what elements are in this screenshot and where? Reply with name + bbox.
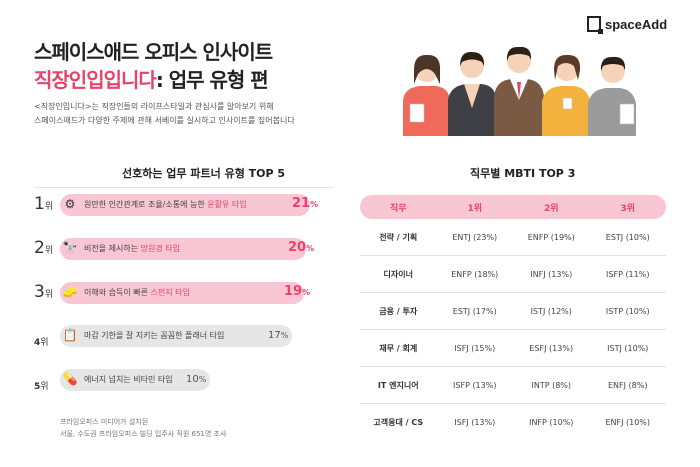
- table-cell: INTP (8%): [531, 380, 572, 390]
- partner-rank-row-4: 4위 📋 마감 기한을 잘 지키는 꼼꼼한 플래너 타입 17%: [34, 325, 354, 348]
- sponge-icon: 🧽: [62, 285, 78, 299]
- job-category: 고객응대 / CS: [373, 418, 424, 427]
- partner-label: 원만한 인간관계로 조율/소통에 능한 윤활유 타입: [84, 200, 247, 209]
- table-cell: ENFJ (8%): [608, 380, 648, 390]
- mbti-table: 직무 1위 2위 3위 전략 / 기획 ENTJ (23%) ENFP (19%…: [360, 195, 666, 441]
- partner-bar: [60, 194, 310, 216]
- job-category: 재무 / 회계: [379, 343, 418, 353]
- table-cell: INFP (10%): [529, 418, 574, 427]
- worker-4: [542, 54, 590, 136]
- partner-label: 에너지 넘치는 비타민 타입: [84, 375, 173, 384]
- table-cell: ENFP (18%): [451, 269, 499, 279]
- table-cell: ESFJ (13%): [529, 343, 574, 353]
- rank-number: 2위: [34, 238, 54, 258]
- rank-number: 5위: [34, 382, 49, 392]
- telescope-icon: 🔭: [62, 241, 78, 255]
- table-cell: ISFP (13%): [453, 380, 497, 390]
- partner-section-title: 선호하는 업무 파트너 유형 TOP 5: [122, 167, 286, 180]
- table-cell: ENTJ (23%): [452, 232, 498, 242]
- footnote-line-1: 프라임오피스 미디어가 설치된: [60, 418, 149, 426]
- partner-label: 이해와 습득이 빠른 스펀지 타입: [84, 288, 190, 297]
- table-cell: ISFJ (15%): [454, 343, 496, 353]
- office-workers-illustration: [403, 46, 636, 136]
- table-row: 디자이너 ENFP (18%) INFJ (13%) ISFP (11%): [360, 256, 666, 293]
- partner-rank-row-2: 2위 🔭 비전을 제시하는 망원경 타입 20%: [34, 238, 354, 260]
- job-category: 금융 / 투자: [379, 306, 418, 316]
- table-row: IT 엔지니어 ISFP (13%) INTP (8%) ENFJ (8%): [360, 367, 666, 404]
- partner-label: 마감 기한을 잘 지키는 꼼꼼한 플래너 타입: [84, 331, 225, 340]
- rank-number: 3위: [34, 282, 54, 302]
- partner-bar: [60, 369, 210, 391]
- job-category: 디자이너: [383, 269, 413, 279]
- page-title-line1: 스페이스애드 오피스 인사이트: [34, 40, 273, 64]
- table-header: 직무 1위 2위 3위: [360, 195, 666, 219]
- table-cell: ESTJ (10%): [605, 232, 650, 242]
- planner-icon: 📋: [62, 328, 78, 342]
- spaceadd-logo[interactable]: spaceAdd: [587, 16, 668, 34]
- partner-rank-row-1: 1위 ⚙ 원만한 인간관계로 조율/소통에 능한 윤활유 타입 21%: [34, 194, 354, 216]
- partner-label: 비전을 제시하는 망원경 타입: [84, 244, 180, 253]
- title-rest: : 업무 유형 편: [155, 68, 269, 92]
- table-cell: ISTJ (10%): [607, 343, 649, 353]
- vitamin-icon: 💊: [62, 372, 78, 386]
- intro-text: <직장인입니다>는 직장인들의 라이프스타일과 관심사를 알아보기 위해 스페이…: [34, 100, 354, 128]
- partner-percent: 17%: [268, 330, 289, 341]
- title-highlight: 직장인입입니다: [34, 68, 157, 92]
- table-row: 전략 / 기획 ENTJ (23%) ENFP (19%) ESTJ (10%): [360, 219, 666, 256]
- worker-3: [494, 46, 544, 136]
- worker-5: [588, 56, 636, 136]
- table-row: 고객응대 / CS ISFJ (13%) INFP (10%) ENFJ (10…: [360, 404, 666, 441]
- intro-line-2: 스페이스애드가 다양한 주제에 관해 서베이를 실시하고 인사이트를 짚어봅니다: [34, 116, 295, 125]
- spaceadd-logo-icon: [587, 16, 603, 34]
- partner-percent: 21%: [292, 196, 319, 211]
- partner-percent: 10%: [186, 374, 207, 385]
- column-header: 1위: [467, 203, 483, 214]
- column-header: 직무: [389, 203, 407, 214]
- job-category: IT 엔지니어: [377, 380, 419, 390]
- partner-percent: 19%: [284, 284, 311, 299]
- column-header: 3위: [620, 203, 636, 214]
- table-cell: ENFP (19%): [527, 232, 575, 242]
- partner-rank-row-3: 3위 🧽 이해와 습득이 빠른 스펀지 타입 19%: [34, 282, 354, 304]
- partner-bar: [60, 282, 304, 304]
- table-cell: ISFJ (13%): [454, 418, 496, 427]
- survey-footnote: 프라임오피스 미디어가 설치된 서울, 수도권 프라임오피스 빌딩 입주사 직원…: [60, 416, 226, 440]
- table-cell: INFJ (13%): [530, 269, 573, 279]
- worker-2: [448, 51, 496, 136]
- logo-text: spaceAdd: [605, 16, 668, 32]
- page-title-line2: 직장인입입니다: 업무 유형 편: [34, 64, 269, 93]
- intro-line-1: <직장인입니다>는 직장인들의 라이프스타일과 관심사를 알아보기 위해: [34, 102, 274, 111]
- partner-rank-row-5: 5위 💊 에너지 넘치는 비타민 타입 10%: [34, 369, 354, 392]
- footnote-line-2: 서울, 수도권 프라임오피스 빌딩 입주사 직원 651명 조사: [60, 430, 227, 438]
- rank-number: 4위: [34, 338, 49, 348]
- section-divider: [34, 187, 334, 188]
- table-cell: ENFJ (10%): [605, 418, 651, 427]
- table-cell: ISTP (10%): [605, 306, 650, 316]
- partner-bar: [60, 238, 306, 260]
- rank-number: 1위: [34, 194, 54, 214]
- partner-bar: [60, 325, 292, 347]
- table-row: 재무 / 회계 ISFJ (15%) ESFJ (13%) ISTJ (10%): [360, 330, 666, 367]
- table-cell: ISTJ (12%): [530, 306, 572, 316]
- table-cell: ISFP (11%): [606, 269, 650, 279]
- gear-icon: ⚙: [64, 197, 76, 211]
- column-header: 2위: [543, 203, 559, 214]
- table-row: 금융 / 투자 ESTJ (17%) ISTJ (12%) ISTP (10%): [360, 293, 666, 330]
- mbti-section-title: 직무별 MBTI TOP 3: [470, 167, 576, 180]
- worker-1: [403, 54, 450, 136]
- partner-percent: 20%: [288, 240, 315, 255]
- table-cell: ESTJ (17%): [452, 306, 497, 316]
- job-category: 전략 / 기획: [379, 232, 418, 242]
